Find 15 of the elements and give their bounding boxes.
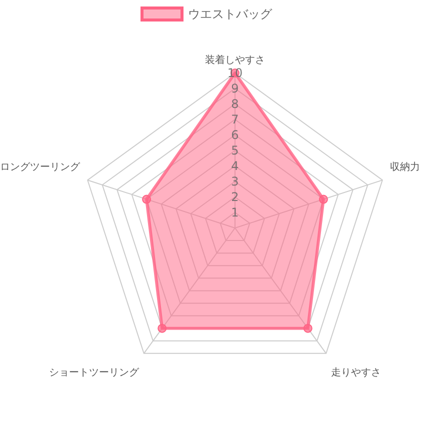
y-tick-label: 2	[231, 190, 239, 204]
y-tick-label: 9	[231, 82, 239, 96]
spoke-label: ショートツーリング	[49, 367, 140, 378]
spoke-label: 装着しやすさ	[205, 54, 265, 66]
spoke-label: 走りやすさ	[330, 366, 381, 378]
spoke-label: 収納力	[390, 161, 420, 174]
y-tick-label: 7	[231, 112, 239, 127]
legend-label: ウエストバッグ	[188, 7, 273, 21]
y-tick-label: 4	[231, 159, 239, 174]
y-tick-label: 8	[231, 97, 239, 112]
y-tick-label: 3	[231, 174, 239, 189]
y-tick-label: 1	[231, 206, 239, 220]
y-tick-label: 6	[231, 128, 239, 142]
y-tick-label: 5	[231, 144, 239, 158]
spoke-label: ロングツーリング	[0, 162, 81, 174]
